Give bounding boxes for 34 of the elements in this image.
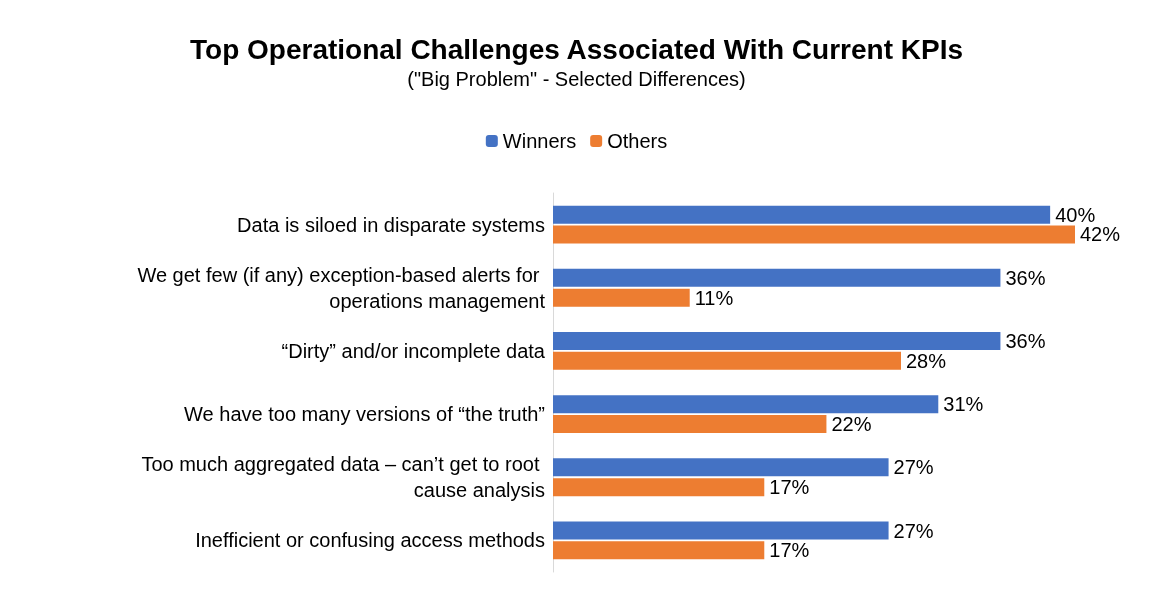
y-tick-label: Too much aggregated data – can’t get to root cause analysis bbox=[141, 453, 545, 502]
data-label: 28% bbox=[906, 349, 947, 372]
data-label: 11% bbox=[694, 286, 734, 309]
bar bbox=[553, 395, 939, 414]
legend-label: Others bbox=[607, 130, 668, 152]
bar bbox=[553, 225, 1075, 244]
chart-subtitle: ("Big Problem" - Selected Differences) bbox=[407, 68, 746, 90]
data-label: 36% bbox=[1005, 330, 1046, 353]
legend-label: Winners bbox=[502, 130, 577, 152]
bar bbox=[553, 478, 765, 497]
bar bbox=[553, 205, 1051, 224]
data-label: 27% bbox=[893, 456, 934, 479]
data-label: 17% bbox=[769, 539, 810, 562]
data-label: 27% bbox=[893, 519, 934, 542]
chart-title: Top Operational Challenges Associated With Current KPIs bbox=[190, 33, 963, 65]
bar bbox=[553, 268, 1001, 287]
bar bbox=[553, 541, 765, 560]
y-tick-label: Data is siloed in disparate systems bbox=[237, 213, 545, 236]
bar bbox=[553, 414, 827, 433]
y-tick-label: We have too many versions of “the truth” bbox=[184, 403, 545, 426]
bar bbox=[553, 351, 901, 370]
y-tick-label: “Dirty” and/or incomplete data bbox=[281, 339, 546, 362]
bar bbox=[553, 332, 1001, 351]
y-tick-label: Inefficient or confusing access methods bbox=[195, 529, 545, 552]
data-label: 40% bbox=[1055, 203, 1096, 226]
data-label: 31% bbox=[943, 393, 984, 416]
data-label: 22% bbox=[831, 412, 872, 435]
bar bbox=[553, 288, 690, 307]
data-label: 42% bbox=[1080, 223, 1121, 246]
data-label: 17% bbox=[769, 476, 810, 499]
bar bbox=[553, 458, 889, 477]
y-tick-label: We get few (if any) exception-based alerts for operations management bbox=[137, 263, 546, 312]
data-label: 36% bbox=[1005, 266, 1046, 289]
bar bbox=[553, 521, 889, 540]
